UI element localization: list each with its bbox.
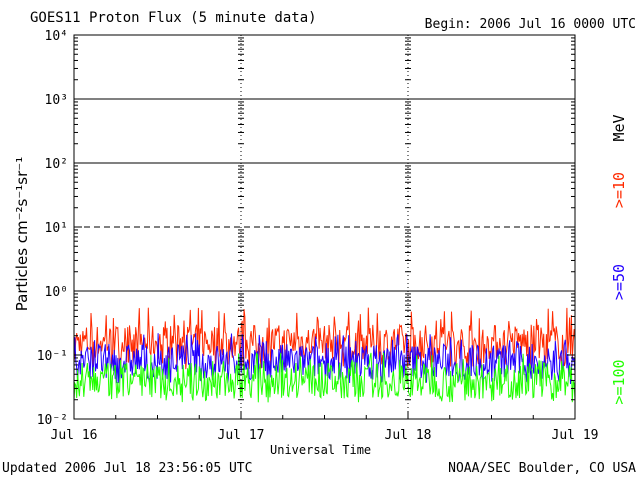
x-tick-label: Jul 17 xyxy=(218,428,265,443)
y-axis-label: Particles cm⁻²s⁻¹sr⁻¹ xyxy=(13,156,31,312)
x-tick-label: Jul 18 xyxy=(385,428,432,443)
begin-date-label: Begin: 2006 Jul 16 0000 UTC xyxy=(424,17,636,32)
legend-series-3: >=100 xyxy=(610,359,628,404)
series-line-3 xyxy=(73,352,576,403)
legend-units-label: MeV xyxy=(610,114,628,141)
y-tick-label: 10² xyxy=(45,157,68,172)
y-tick-label: 10⁴ xyxy=(45,29,68,44)
legend-series-1: >=10 xyxy=(610,172,628,208)
legend-series-2: >=50 xyxy=(610,264,628,300)
y-tick-label: 10¹ xyxy=(45,221,68,236)
x-tick-label: Jul 16 xyxy=(51,428,98,443)
y-tick-label: 10⁻² xyxy=(37,413,68,428)
updated-timestamp: Updated 2006 Jul 18 23:56:05 UTC xyxy=(2,461,253,476)
credit-label: NOAA/SEC Boulder, CO USA xyxy=(448,461,636,476)
y-tick-label: 10⁻¹ xyxy=(37,349,68,364)
series-line-2 xyxy=(73,333,576,385)
x-axis-label: Universal Time xyxy=(270,443,372,457)
y-tick-label: 10⁰ xyxy=(45,285,68,300)
series-line-1 xyxy=(73,307,576,370)
y-tick-label: 10³ xyxy=(45,93,68,108)
x-tick-label: Jul 19 xyxy=(552,428,599,443)
chart-title: GOES11 Proton Flux (5 minute data) xyxy=(30,10,317,26)
